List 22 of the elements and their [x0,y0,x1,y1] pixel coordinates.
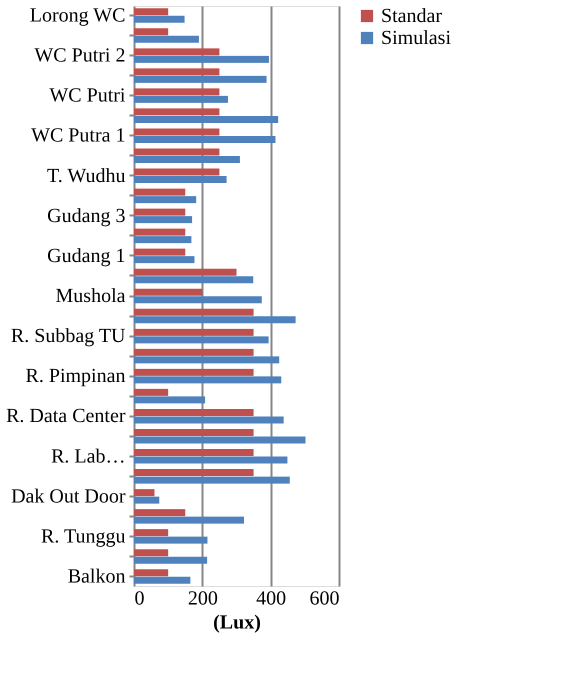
x-tick-label: 0 [134,588,144,610]
x-tick-label: 200 [188,588,218,610]
y-tick-label: WC Putri [49,84,126,107]
x-tick-label: 400 [256,588,286,610]
y-tick-label: WC Putri 2 [34,44,126,67]
y-tick-label: Gudang 1 [47,244,126,267]
y-tick-label: R. Pimpinan [25,365,126,388]
y-tick-label: Mushola [56,285,126,307]
y-tick-label: R. Subbag TU [10,325,126,348]
y-tick-label: R. Tunggu [41,525,126,548]
y-tick-label: Dak Out Door [11,485,126,508]
x-tick-label: 600 [310,588,340,610]
legend-label: Standar [381,5,442,27]
y-tick-label: R. Data Center [6,405,126,428]
y-tick-label: Balkon [68,565,126,588]
y-tick-label: WC Putra 1 [31,124,126,147]
y-tick-label: R. Lab… [51,445,126,468]
y-tick-label: Gudang 3 [47,204,126,227]
y-tick-label: T. Wudhu [47,164,126,187]
legend-label: Simulasi [381,27,452,49]
x-axis-title: (Lux) [213,612,261,634]
y-tick-label: Lorong WC [30,4,126,27]
